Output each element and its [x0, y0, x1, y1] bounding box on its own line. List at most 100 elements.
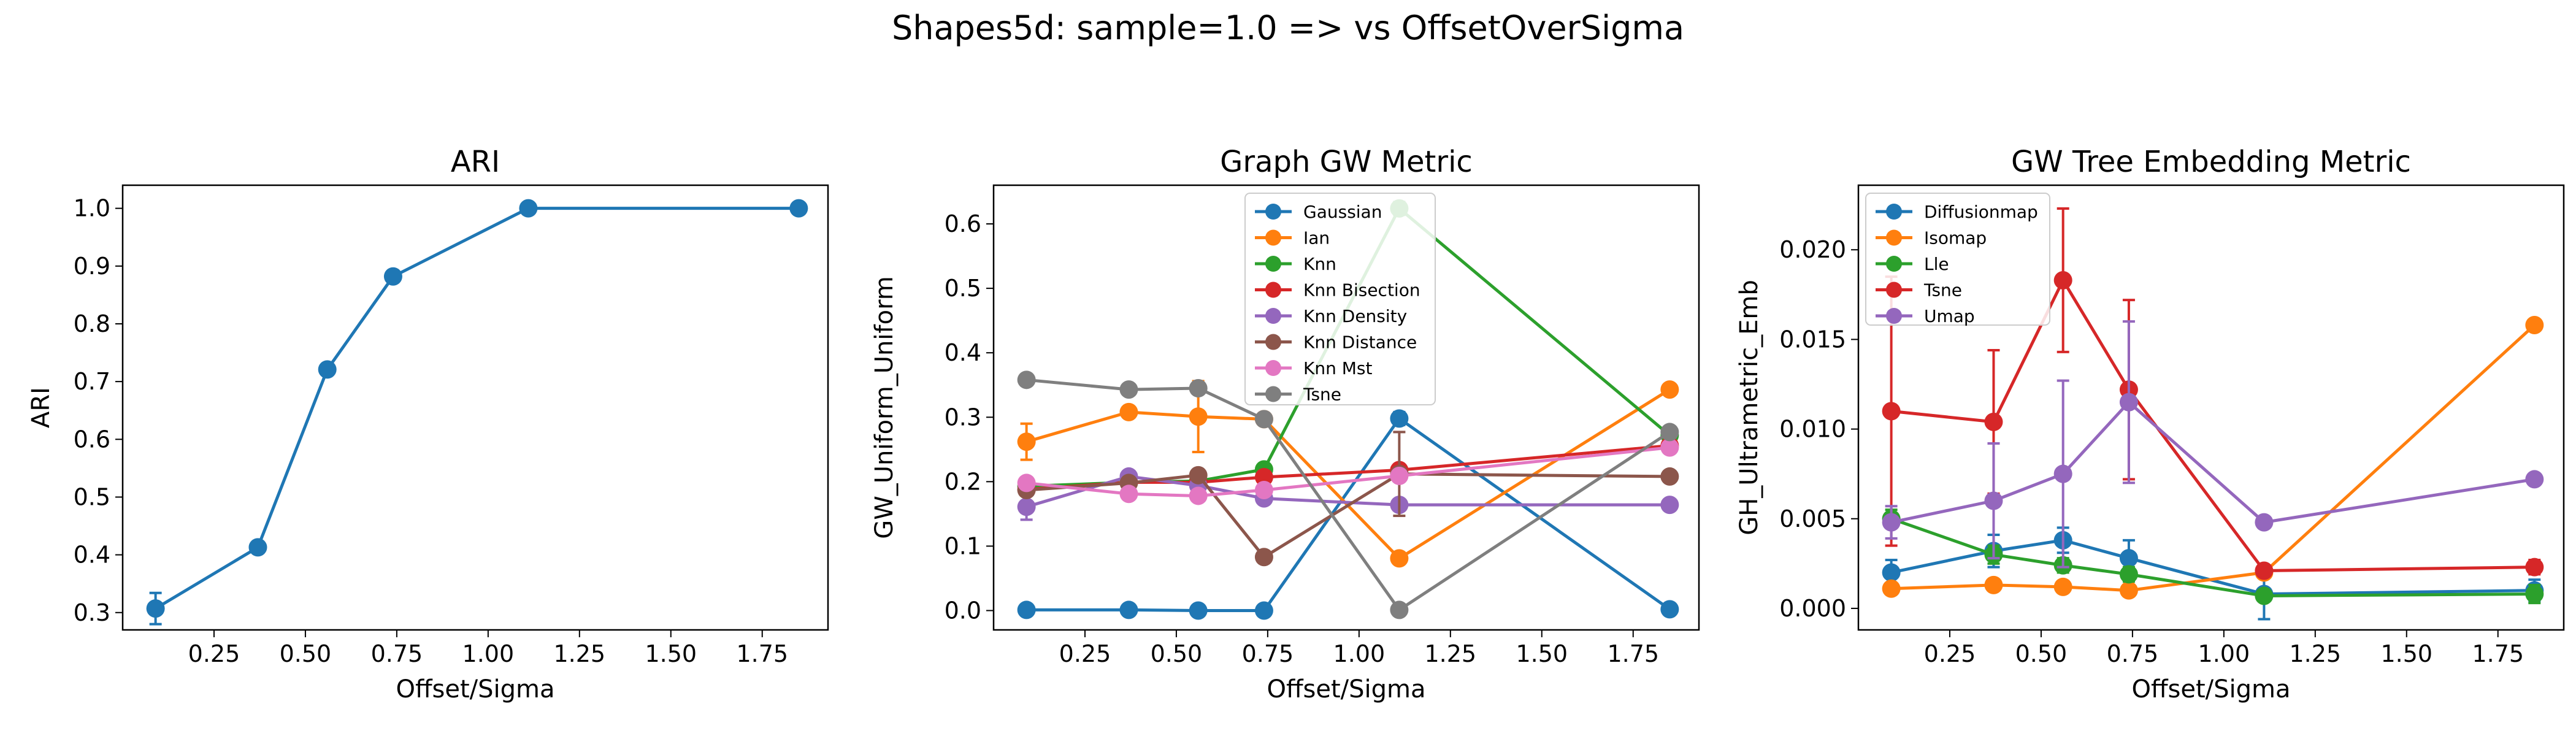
panel-gw-tree-embedding-metric: GW Tree Embedding Metric 0.25 0.50 0.75 1.00…: [1735, 145, 2565, 703]
y-axis-label: ARI: [27, 387, 55, 428]
legend-swatch-marker: [1265, 204, 1281, 220]
y-tick-label: 0.6: [945, 210, 981, 237]
legend-label: Diffusionmap: [1924, 202, 2038, 222]
data-point: [1390, 466, 1409, 485]
legend-item: Tsne: [1255, 385, 1341, 405]
x-tick-label: 1.75: [2472, 640, 2524, 667]
plot-frame: [992, 184, 1700, 631]
data-point: [146, 599, 165, 618]
data-point: [1254, 601, 1273, 620]
data-point: [2525, 585, 2544, 604]
y-tick-label: 1.0: [74, 195, 110, 222]
data-point: [1390, 600, 1409, 619]
legend-swatch-marker: [1265, 229, 1281, 246]
legend-swatch-marker: [1265, 360, 1281, 376]
y-axis-label: GW_Uniform_Uniform: [870, 276, 899, 539]
panel-title: ARI: [451, 145, 500, 179]
panel-title: Graph GW Metric: [1220, 145, 1473, 179]
legend-label: Ian: [1303, 228, 1330, 248]
series-line: [1891, 539, 2535, 596]
data-point: [519, 199, 538, 218]
x-tick-label: 1.50: [645, 640, 697, 667]
data-point: [1254, 467, 1273, 486]
data-point: [1660, 423, 1679, 442]
legend-label: Lle: [1924, 254, 1949, 274]
legend-label: Knn: [1303, 254, 1336, 274]
data-point: [1660, 467, 1679, 486]
data-point: [1882, 579, 1901, 598]
x-tick-label: 1.00: [462, 640, 515, 667]
x-tick-label: 0.50: [280, 640, 332, 667]
data-point: [2053, 464, 2072, 483]
x-tick-label: 0.25: [188, 640, 240, 667]
data-point: [1017, 600, 1036, 619]
panel-ari: ARI 0.25 0.50 0.75 1.00 1.25 1.50 1.75 0.3 0.4 0.5…: [27, 145, 829, 703]
x-tick-label: 0.25: [1924, 640, 1976, 667]
x-tick-label: 1.00: [2198, 640, 2250, 667]
data-point: [1660, 496, 1679, 515]
data-point: [1189, 466, 1208, 485]
legend-swatch-marker: [1265, 334, 1281, 350]
data-point: [2255, 586, 2274, 605]
data-point: [2525, 316, 2544, 335]
legend: Gaussian Ian Knn Knn Bisection Knn Density Kn…: [1244, 193, 1436, 405]
legend-label: Tsne: [1923, 280, 1962, 301]
x-tick-label: 0.75: [1242, 640, 1294, 667]
legend-item: Knn Bisection: [1255, 280, 1420, 301]
data-point: [1390, 409, 1409, 428]
data-point: [1189, 378, 1208, 397]
legend-label: Gaussian: [1303, 202, 1382, 222]
series-line: [1026, 378, 1671, 612]
y-tick-label: 0.3: [74, 599, 110, 626]
legend-item: Isomap: [1876, 228, 1987, 248]
data-point: [1984, 491, 2003, 510]
data-point: [1882, 402, 1901, 421]
plot-area: [146, 199, 808, 626]
legend-label: Knn Bisection: [1303, 280, 1420, 301]
x-tick-label: 1.75: [736, 640, 788, 667]
x-tick-label: 1.25: [1425, 640, 1477, 667]
y-tick-label: 0.2: [945, 468, 981, 495]
data-point: [383, 267, 402, 286]
panel-graph-gw-metric: Graph GW Metric 0.25 0.50 0.75 1.00 1.25 1.50 1…: [870, 145, 1700, 703]
data-point: [2255, 561, 2274, 580]
x-tick-label: 0.50: [2015, 640, 2068, 667]
x-tick-label: 1.50: [1516, 640, 1568, 667]
y-tick-label: 0.9: [74, 253, 110, 280]
y-tick-label: 0.4: [945, 339, 981, 366]
series-gaussian: [1017, 409, 1679, 620]
x-tick-label: 0.50: [1151, 640, 1203, 667]
data-point: [1660, 438, 1679, 457]
data-point: [1017, 473, 1036, 493]
data-point: [1254, 548, 1273, 567]
series-diffusionmap: [1882, 526, 2544, 621]
x-axis-label: Offset/Sigma: [1267, 675, 1425, 703]
data-point: [1119, 485, 1138, 504]
data-point: [1660, 380, 1679, 399]
x-tick-label: 1.25: [2290, 640, 2342, 667]
y-tick-label: 0.0: [945, 597, 981, 624]
y-tick-label: 0.5: [74, 483, 110, 510]
x-axis-label: Offset/Sigma: [2131, 675, 2290, 703]
legend-label: Umap: [1924, 306, 1975, 326]
legend-item: Knn: [1255, 254, 1336, 274]
x-tick-label: 1.00: [1333, 640, 1386, 667]
legend-label: Knn Mst: [1303, 358, 1373, 378]
legend-frame: [1865, 193, 2050, 326]
data-point: [1984, 412, 2003, 431]
y-tick-label: 0.000: [1779, 595, 1846, 622]
series-line: [1026, 416, 1671, 612]
y-axis-label: GH_Ultrametric_Emb: [1735, 280, 1763, 535]
data-point: [248, 538, 267, 557]
series-line: [1891, 277, 2535, 573]
y-tick-label: 0.1: [945, 532, 981, 559]
legend-label: Knn Distance: [1303, 332, 1417, 353]
legend-swatch-marker: [1265, 256, 1281, 272]
legend-item: Gaussian: [1255, 202, 1382, 222]
x-tick-label: 1.50: [2380, 640, 2432, 667]
x-tick-label: 0.75: [2107, 640, 2159, 667]
series-ari: [146, 199, 808, 626]
x-tick-label: 0.75: [371, 640, 423, 667]
data-point: [318, 360, 337, 379]
